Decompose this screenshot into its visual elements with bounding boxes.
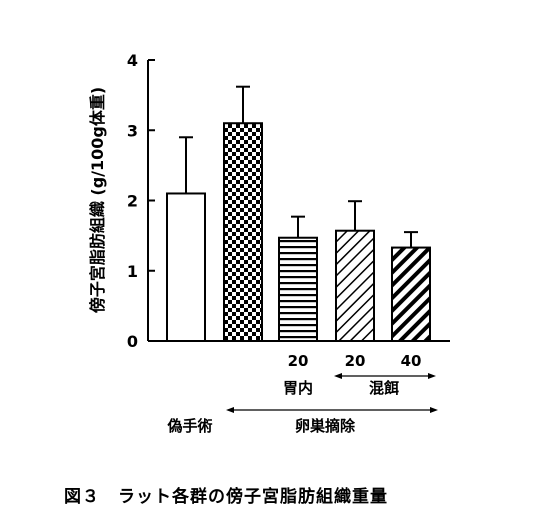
arrow-head-left [334,373,342,379]
arrow-head-left [226,407,234,413]
group-label-ovx: 卵巣摘除 [295,417,356,435]
arrow-head-right [430,407,438,413]
y-tick-label: 0 [127,332,138,351]
bar [391,246,431,343]
figure-caption: 図３ ラット各群の傍子宮脂肪組織重量 [64,487,388,507]
route-label-diet: 混餌 [369,379,399,397]
bar [278,236,318,342]
group-label-sham: 偽手術 [166,417,212,435]
bar [335,229,375,343]
bar [166,192,206,342]
y-tick-label: 1 [127,262,138,281]
route-label-gastric: 胃内 [283,379,313,397]
dose-label: 40 [401,352,422,370]
y-tick-label: 2 [127,192,138,211]
arrow-head-right [428,373,436,379]
y-tick-label: 3 [127,121,138,140]
bar [223,122,263,342]
y-axis-label: 傍子宮脂肪組織 (g/100g体重) [88,87,107,313]
dose-label: 20 [288,352,309,370]
y-tick-label: 4 [127,51,138,70]
dose-label: 20 [345,352,366,370]
